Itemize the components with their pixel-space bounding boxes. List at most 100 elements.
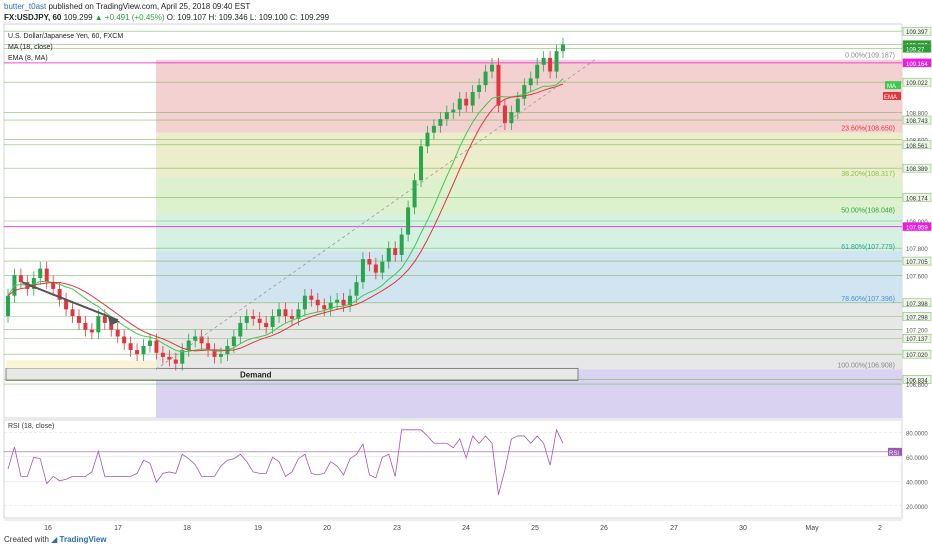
ema-line	[7, 83, 564, 352]
candle-body	[354, 282, 359, 296]
candle-body	[464, 98, 469, 106]
x-tick-label: 17	[114, 525, 122, 532]
candle-body	[438, 119, 443, 126]
candle-body	[109, 322, 114, 330]
demand-label: Demand	[240, 370, 272, 379]
candle-body	[322, 305, 327, 310]
price-tag	[902, 333, 932, 343]
candle-body	[289, 316, 294, 319]
trend-arrow-head	[108, 316, 120, 326]
fib-label: 0.00%(109.187)	[845, 53, 895, 60]
candle-body	[341, 299, 346, 306]
price-label: 108.561	[906, 144, 928, 150]
candle-body	[335, 299, 340, 303]
ema-legend: EMA (8, MA)	[8, 55, 48, 62]
candle-body	[535, 64, 540, 79]
candle-body	[302, 295, 307, 310]
x-tick-label: 18	[183, 525, 191, 532]
candle-body	[431, 125, 436, 133]
candle-body	[154, 340, 159, 353]
ma-line	[7, 78, 564, 353]
price-tag	[902, 222, 932, 231]
symbol: FX:USDJPY, 60	[4, 13, 62, 22]
candle-body	[167, 356, 172, 360]
price-label: 107.800	[906, 247, 928, 253]
ma-tag-label: MA	[887, 84, 896, 90]
candle-body	[257, 318, 262, 323]
candle-body	[522, 85, 527, 99]
candle-body	[160, 352, 165, 357]
candle-body	[373, 264, 378, 273]
candle-body	[502, 105, 507, 124]
candle-body	[412, 180, 417, 208]
x-tick-label: 19	[254, 525, 262, 532]
candle-body	[244, 316, 249, 323]
brand[interactable]: TradingView	[59, 535, 107, 544]
ma-tag	[885, 81, 901, 90]
candle-body	[296, 309, 301, 319]
candle-body	[57, 288, 62, 300]
price-label: 109.27	[906, 47, 925, 53]
rsi-pane	[3, 419, 903, 519]
fib-zone	[156, 303, 902, 370]
ma-legend: MA (18, close)	[8, 44, 53, 51]
price-label: 107.959	[906, 226, 928, 232]
x-tick-label: May	[805, 525, 819, 532]
x-tick-label: 30	[739, 525, 747, 532]
candle-body	[406, 207, 411, 235]
price-tag	[902, 44, 932, 53]
x-tick-label: 16	[44, 525, 52, 532]
candle-body	[561, 44, 565, 52]
footer: Created with ◢ TradingView	[4, 535, 107, 544]
candle-body	[315, 299, 320, 306]
candle-body	[44, 268, 49, 283]
candle-body	[135, 350, 140, 355]
candle-body	[83, 322, 88, 330]
price-label: 108.174	[906, 196, 928, 202]
candle-body	[115, 329, 120, 337]
x-tick-label: 26	[600, 525, 608, 532]
candle-body	[218, 354, 223, 357]
fib-zone	[156, 59, 902, 133]
candle-body	[451, 109, 456, 113]
candle-body	[554, 51, 559, 72]
price-tag	[902, 298, 932, 308]
ema-tag-label: EMA	[884, 95, 897, 101]
candle-body	[186, 340, 191, 351]
candle-body	[483, 71, 488, 86]
x-tick-label: 23	[393, 525, 401, 532]
published-text: published on TradingView.com, April 25, …	[48, 2, 251, 11]
x-tick-label: 24	[462, 525, 470, 532]
fib-zone	[156, 177, 902, 215]
candle-body	[264, 322, 269, 327]
demand-zone-left	[6, 360, 156, 369]
candle-body	[444, 112, 449, 120]
candle-body	[367, 259, 372, 265]
candle-body	[38, 268, 43, 279]
candle-body	[193, 336, 198, 341]
candle-body	[18, 275, 23, 283]
price-label: 107.137	[906, 337, 928, 343]
candle-body	[386, 248, 391, 262]
rsi-tick: 20.0000	[906, 505, 928, 511]
price-tag	[902, 58, 932, 68]
candle-body	[515, 98, 520, 113]
x-tick-label: 25	[531, 525, 539, 532]
demand-zone	[5, 367, 579, 381]
price-tag	[902, 349, 932, 359]
publish-line: butter_t0ast published on TradingView.co…	[4, 2, 250, 11]
fib-label: 61.80%(107.779)	[841, 244, 895, 251]
candle-body	[496, 64, 501, 106]
price-tag	[902, 26, 932, 36]
candle-body	[457, 98, 462, 110]
candle-body	[238, 322, 243, 337]
author-link[interactable]: butter_t0ast	[4, 2, 47, 11]
candle-body	[380, 261, 385, 273]
price-label: 106.800	[906, 383, 928, 389]
candle-body	[102, 316, 107, 323]
candle-body	[180, 350, 185, 364]
price-tag	[902, 256, 932, 266]
candle-body	[89, 329, 94, 333]
candle-body	[490, 64, 495, 72]
